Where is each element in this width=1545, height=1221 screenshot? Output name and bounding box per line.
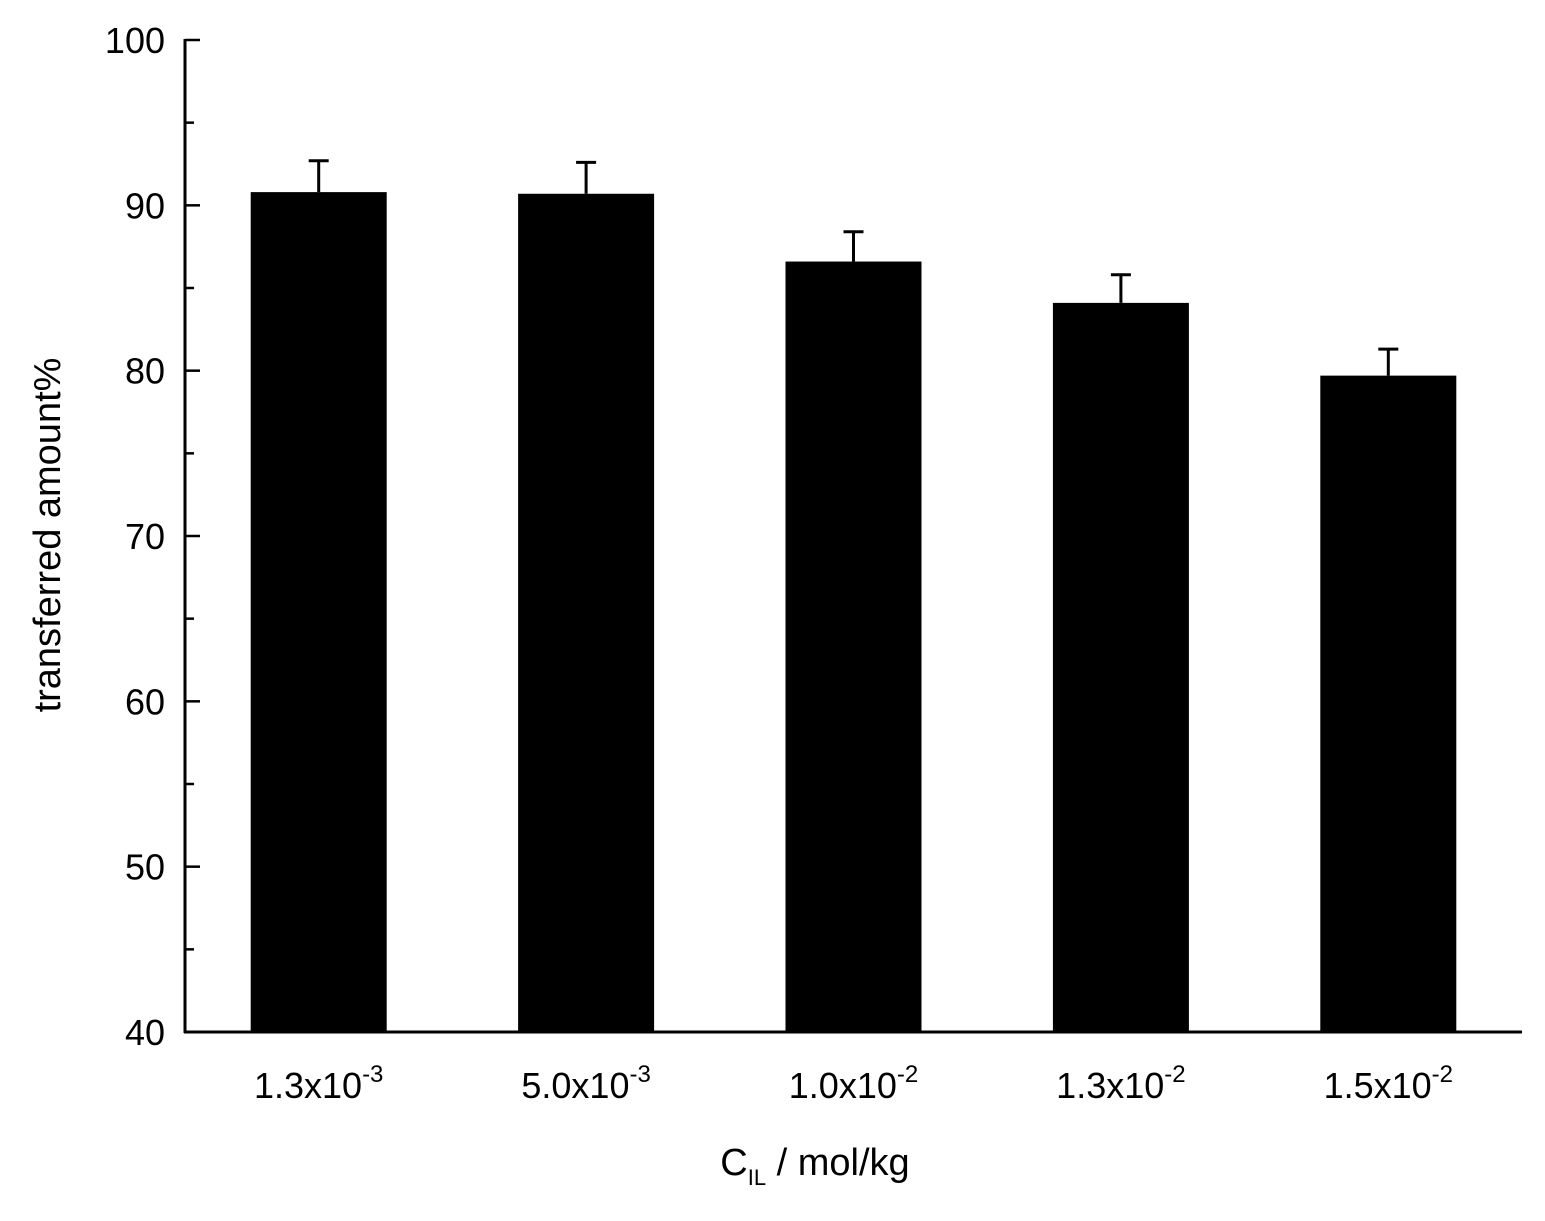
x-tick-label-mantissa: 1.0x10 [789,1065,897,1106]
error-bars-layer [308,159,1399,376]
bars-layer [250,192,1457,1033]
x-tick-label: 1.3x10-2 [1056,1061,1185,1106]
x-axis-title-subscript: IL [748,1165,766,1190]
x-tick-label-exponent: -2 [897,1061,918,1088]
y-tick-label: 40 [125,1012,165,1053]
x-tick-label-exponent: -2 [1432,1061,1453,1088]
y-tick-label: 90 [125,185,165,226]
y-axis-title: transferred amount% [27,358,69,713]
y-tick-label: 70 [125,516,165,557]
x-tick-label: 1.5x10-2 [1324,1061,1453,1106]
y-tick-label: 100 [105,20,165,61]
bar [1052,302,1189,1032]
y-tick-label: 60 [125,681,165,722]
y-tick-label: 50 [125,847,165,888]
y-ticks-layer: 40 50 60 70 80 90 100 [105,20,200,1053]
x-tick-label: 1.0x10-2 [789,1061,918,1106]
x-axis-title-unit: / mol/kg [766,1142,910,1184]
x-tick-label-mantissa: 1.3x10 [1056,1065,1164,1106]
x-tick-label-mantissa: 1.3x10 [254,1065,362,1106]
x-tick-label: 1.3x10-3 [254,1061,383,1106]
x-ticks-layer: 1.3x10-3 5.0x10-3 1.0x10-2 1.3x10-2 1.5x10-2 [254,1061,1453,1106]
x-tick-label-mantissa: 1.5x10 [1324,1065,1432,1106]
x-axis-title: CIL / mol/kg [720,1142,909,1190]
x-axis-title-main: C [720,1142,747,1184]
y-tick-label: 80 [125,351,165,392]
bar [1320,375,1457,1032]
x-tick-label-exponent: -3 [629,1061,650,1088]
bar [785,261,922,1033]
x-tick-label: 5.0x10-3 [521,1061,650,1106]
bar [250,192,387,1032]
x-tick-label-exponent: -3 [362,1061,383,1088]
x-tick-label-mantissa: 5.0x10 [521,1065,629,1106]
bar [518,193,655,1032]
x-tick-label-exponent: -2 [1164,1061,1185,1088]
